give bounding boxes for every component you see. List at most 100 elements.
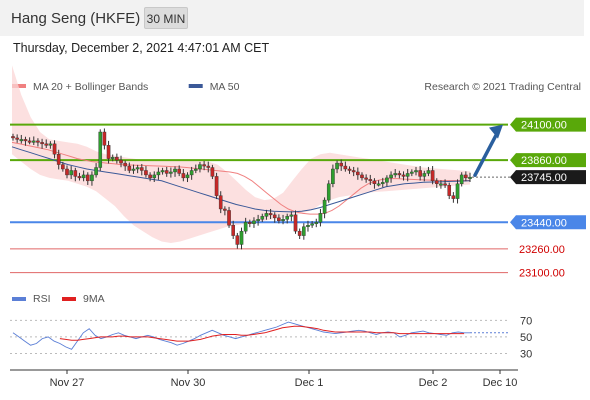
- candle-body: [243, 222, 248, 232]
- x-tick-label-4: Dec 10: [483, 377, 518, 389]
- candle-body: [40, 142, 44, 145]
- x-tick-label-1: Nov 30: [171, 377, 206, 389]
- candle-body: [69, 170, 73, 176]
- candle-body: [285, 216, 290, 220]
- candle-body: [306, 225, 310, 227]
- candle-body: [31, 140, 36, 143]
- level-label-0: 24100.00: [521, 120, 567, 132]
- level-tag-0: [510, 117, 586, 132]
- candle-body: [15, 137, 19, 140]
- candle-body: [430, 170, 435, 182]
- candle-body: [36, 140, 40, 143]
- rsi-legend-swatch-0: [12, 297, 26, 301]
- candle-body: [281, 219, 285, 222]
- level-label-1: 23860.00: [521, 155, 567, 167]
- candle-body: [335, 162, 339, 170]
- candle-body: [447, 185, 452, 196]
- candle-body: [393, 173, 398, 176]
- forecast-arrow-head: [489, 124, 503, 139]
- x-tick-label-3: Dec 2: [419, 377, 448, 389]
- candle-body: [65, 168, 69, 176]
- candle-body: [459, 174, 464, 184]
- candle-body: [94, 167, 98, 176]
- candle-body: [127, 165, 132, 171]
- candle-body: [302, 226, 306, 236]
- candle-body: [455, 183, 460, 199]
- candle-body: [148, 174, 152, 179]
- x-tick-label-0: Nov 27: [50, 377, 85, 389]
- rsi-tick-0: 70: [520, 315, 532, 327]
- candle-body: [426, 170, 431, 174]
- copyright-text: Research © 2021 Trading Central: [424, 81, 581, 93]
- candle-body: [48, 143, 53, 146]
- candle-body: [206, 165, 211, 168]
- candle-body: [181, 173, 186, 179]
- candle-body: [19, 139, 24, 142]
- rsi-tick-2: 30: [520, 348, 532, 360]
- candle-body: [397, 173, 402, 176]
- candle-body: [356, 171, 360, 176]
- candle-body: [144, 170, 148, 176]
- rsi-tick-1: 50: [520, 332, 532, 344]
- candle-body: [135, 167, 140, 170]
- candle-body: [468, 176, 472, 179]
- candle-body: [360, 174, 364, 179]
- candle-body: [293, 214, 298, 232]
- candle-body: [169, 171, 173, 174]
- candle-body: [401, 174, 406, 177]
- interval-button[interactable]: 30 MIN: [144, 7, 188, 29]
- candle-body: [239, 230, 244, 245]
- candle-body: [331, 168, 335, 185]
- candle-body: [227, 210, 231, 226]
- instrument-title: Hang Seng (HKFE): [11, 10, 141, 27]
- candle-body: [252, 220, 256, 224]
- candle-body: [90, 174, 94, 182]
- legend-swatch-0: [12, 84, 26, 88]
- candle-body: [173, 168, 177, 173]
- candles-group: [11, 128, 472, 250]
- candle-body: [347, 168, 352, 171]
- candle-body: [223, 208, 227, 211]
- candle-body: [385, 177, 389, 183]
- rsi-legend-label-1: 9MA: [83, 293, 105, 305]
- candle-body: [260, 216, 265, 220]
- candle-body: [322, 199, 327, 214]
- rsi-ma-line: [59, 325, 465, 342]
- candle-body: [264, 213, 269, 217]
- forecast-arrow-shaft: [473, 127, 501, 177]
- level-label-2: 23440.00: [521, 217, 567, 229]
- candle-body: [27, 140, 32, 143]
- candle-body: [376, 183, 381, 186]
- candle-body: [314, 222, 319, 224]
- ma20-line: [11, 141, 470, 215]
- candle-body: [210, 167, 215, 177]
- candle-body: [389, 174, 393, 179]
- candle-body: [193, 168, 198, 171]
- candle-body: [368, 179, 373, 182]
- candle-body: [372, 180, 377, 184]
- candle-body: [343, 165, 348, 170]
- candle-body: [231, 225, 235, 236]
- legend-swatch-1: [188, 84, 203, 88]
- chart-header: Hang Seng (HKFE) 30 MIN: [0, 0, 584, 36]
- candle-body: [139, 167, 144, 171]
- candle-body: [318, 213, 323, 223]
- candle-body: [156, 171, 161, 176]
- rsi-legend-label-0: RSI: [33, 293, 51, 305]
- candle-body: [198, 164, 202, 170]
- candle-body: [214, 176, 219, 196]
- candle-body: [131, 168, 136, 171]
- candle-body: [422, 173, 427, 177]
- candle-body: [410, 171, 414, 174]
- candle-body: [256, 219, 260, 222]
- candle-body: [439, 183, 443, 186]
- candle-body: [98, 131, 103, 168]
- candle-body: [218, 195, 223, 210]
- candle-body: [102, 131, 107, 146]
- candle-body: [414, 170, 418, 173]
- level-label-4: 23100.00: [519, 268, 565, 280]
- candle-body: [418, 170, 422, 177]
- candle-body: [351, 170, 356, 173]
- level-tag-2: [510, 215, 586, 230]
